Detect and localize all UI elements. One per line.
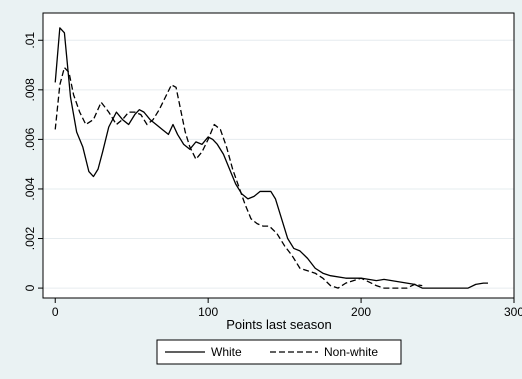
x-tick-label: 200 [351,305,371,319]
x-tick-label: 300 [504,305,522,319]
y-tick-label: .004 [23,177,37,201]
legend: White Non-white [156,339,402,365]
data-series [54,27,488,289]
plot-frame [42,12,515,299]
y-tick-label: .008 [23,78,37,102]
x-tick-label: 100 [198,305,218,319]
plot-area [43,13,514,298]
series-line-1 [54,27,488,289]
legend-label: Non-white [324,345,378,359]
legend-label: White [211,345,242,359]
x-axis-title: Points last season [226,317,332,332]
y-tick-label: .002 [23,227,37,251]
series-line-2 [54,66,423,289]
x-tick-label: 0 [52,305,59,319]
y-tick-label: .01 [23,32,37,49]
y-tick-label: .006 [23,127,37,151]
axes: 0 .002 .004 .006 .008 .01 0 100 200 300 [23,12,522,319]
y-tick-label: 0 [23,284,37,291]
